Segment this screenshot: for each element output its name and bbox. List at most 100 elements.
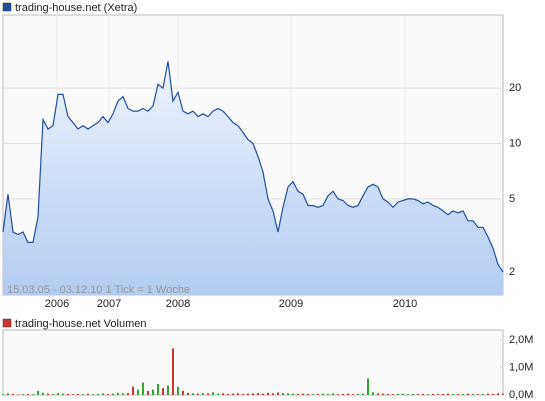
volume-bar xyxy=(237,393,239,395)
volume-bar xyxy=(427,394,429,395)
volume-bar xyxy=(142,382,144,395)
volume-bar xyxy=(262,393,264,395)
y-tick-label: 2 xyxy=(509,266,515,278)
volume-bar xyxy=(442,393,444,395)
volume-bar xyxy=(332,393,334,395)
volume-bar xyxy=(502,393,504,395)
volume-bar xyxy=(162,388,164,395)
volume-bar xyxy=(97,393,99,395)
volume-bar xyxy=(402,393,404,395)
volume-bar xyxy=(367,378,369,395)
volume-bar xyxy=(227,393,229,395)
volume-bar xyxy=(7,393,9,395)
volume-bar xyxy=(357,393,359,395)
price-line xyxy=(2,61,504,273)
area-fill xyxy=(3,61,503,295)
volume-bar xyxy=(202,393,204,395)
volume-bar xyxy=(207,393,209,395)
volume-bar xyxy=(92,394,94,395)
volume-bar xyxy=(122,393,124,395)
volume-bar xyxy=(47,393,49,395)
volume-bar xyxy=(392,394,394,395)
volume-bar xyxy=(337,394,339,395)
volume-bar xyxy=(77,393,79,395)
volume-bar xyxy=(312,394,314,395)
volume-bar xyxy=(257,393,259,395)
y-tick-label: 10 xyxy=(509,137,521,149)
volume-bar xyxy=(62,393,64,395)
volume-bar xyxy=(17,394,19,395)
volume-bar xyxy=(407,394,409,395)
volume-bar xyxy=(497,393,499,395)
y-tick-label: 5 xyxy=(509,193,515,205)
volume-bar xyxy=(232,393,234,395)
volume-bar xyxy=(287,393,289,395)
volume-bar xyxy=(222,393,224,395)
volume-bar xyxy=(127,393,129,395)
volume-bar xyxy=(347,393,349,395)
volume-bar xyxy=(152,389,154,395)
volume-bar xyxy=(352,394,354,395)
volume-bar xyxy=(52,393,54,395)
volume-bar xyxy=(187,392,189,395)
volume-bar xyxy=(242,393,244,395)
volume-bar xyxy=(107,393,109,395)
volume-bar xyxy=(342,393,344,395)
volume-bar xyxy=(167,385,169,395)
volume-bar xyxy=(12,393,14,395)
volume-bar xyxy=(322,393,324,395)
volume-bar xyxy=(472,393,474,395)
y-tick-label: 2,0M xyxy=(509,334,533,346)
volume-bar xyxy=(457,394,459,395)
volume-bar xyxy=(382,393,384,395)
volume-bar xyxy=(277,392,279,395)
volume-bar xyxy=(192,393,194,395)
volume-bar xyxy=(252,393,254,395)
volume-bar xyxy=(482,393,484,395)
volume-bar xyxy=(37,390,39,395)
volume-bar xyxy=(447,393,449,395)
volume-bar xyxy=(387,393,389,395)
x-tick-label: 2007 xyxy=(97,298,121,310)
volume-bar xyxy=(102,393,104,395)
y-tick-label: 20 xyxy=(509,82,521,94)
volume-bar xyxy=(177,386,179,395)
x-tick-label: 2006 xyxy=(45,298,69,310)
volume-bar xyxy=(487,393,489,395)
legend-swatch xyxy=(2,318,12,328)
y-tick-label: 0,0M xyxy=(509,389,533,401)
volume-bar xyxy=(267,392,269,395)
volume-bar xyxy=(2,394,4,395)
legend-swatch xyxy=(2,2,12,12)
volume-bar xyxy=(292,393,294,395)
volume-bar xyxy=(117,392,119,395)
volume-bar xyxy=(467,393,469,395)
volume-bar xyxy=(82,394,84,395)
volume-bar xyxy=(422,393,424,395)
volume-bar xyxy=(317,393,319,395)
volume-bar xyxy=(67,393,69,395)
volume-bar xyxy=(137,389,139,395)
volume-bar xyxy=(57,393,59,395)
volume-bar xyxy=(377,393,379,395)
volume-bar xyxy=(462,393,464,395)
volume-frame xyxy=(2,329,504,396)
volume-bar xyxy=(112,393,114,395)
volume-bar xyxy=(132,386,134,395)
volume-bar xyxy=(182,390,184,395)
volume-bar xyxy=(452,393,454,395)
volume-bar xyxy=(307,393,309,395)
range-note: 15.03.05 - 03.12.10 1 Tick = 1 Woche xyxy=(7,284,190,296)
volume-bar xyxy=(42,392,44,395)
volume-bar xyxy=(477,394,479,395)
chart-title: trading-house.net (Xetra) xyxy=(15,2,137,14)
volume-bar xyxy=(247,393,249,395)
y-tick-label: 1,0M xyxy=(509,361,533,373)
volume-bar xyxy=(362,393,364,395)
volume-bar xyxy=(147,390,149,395)
volume-bar xyxy=(157,384,159,395)
volume-bar xyxy=(297,393,299,395)
volume-bar xyxy=(217,393,219,395)
volume-bar xyxy=(27,393,29,395)
